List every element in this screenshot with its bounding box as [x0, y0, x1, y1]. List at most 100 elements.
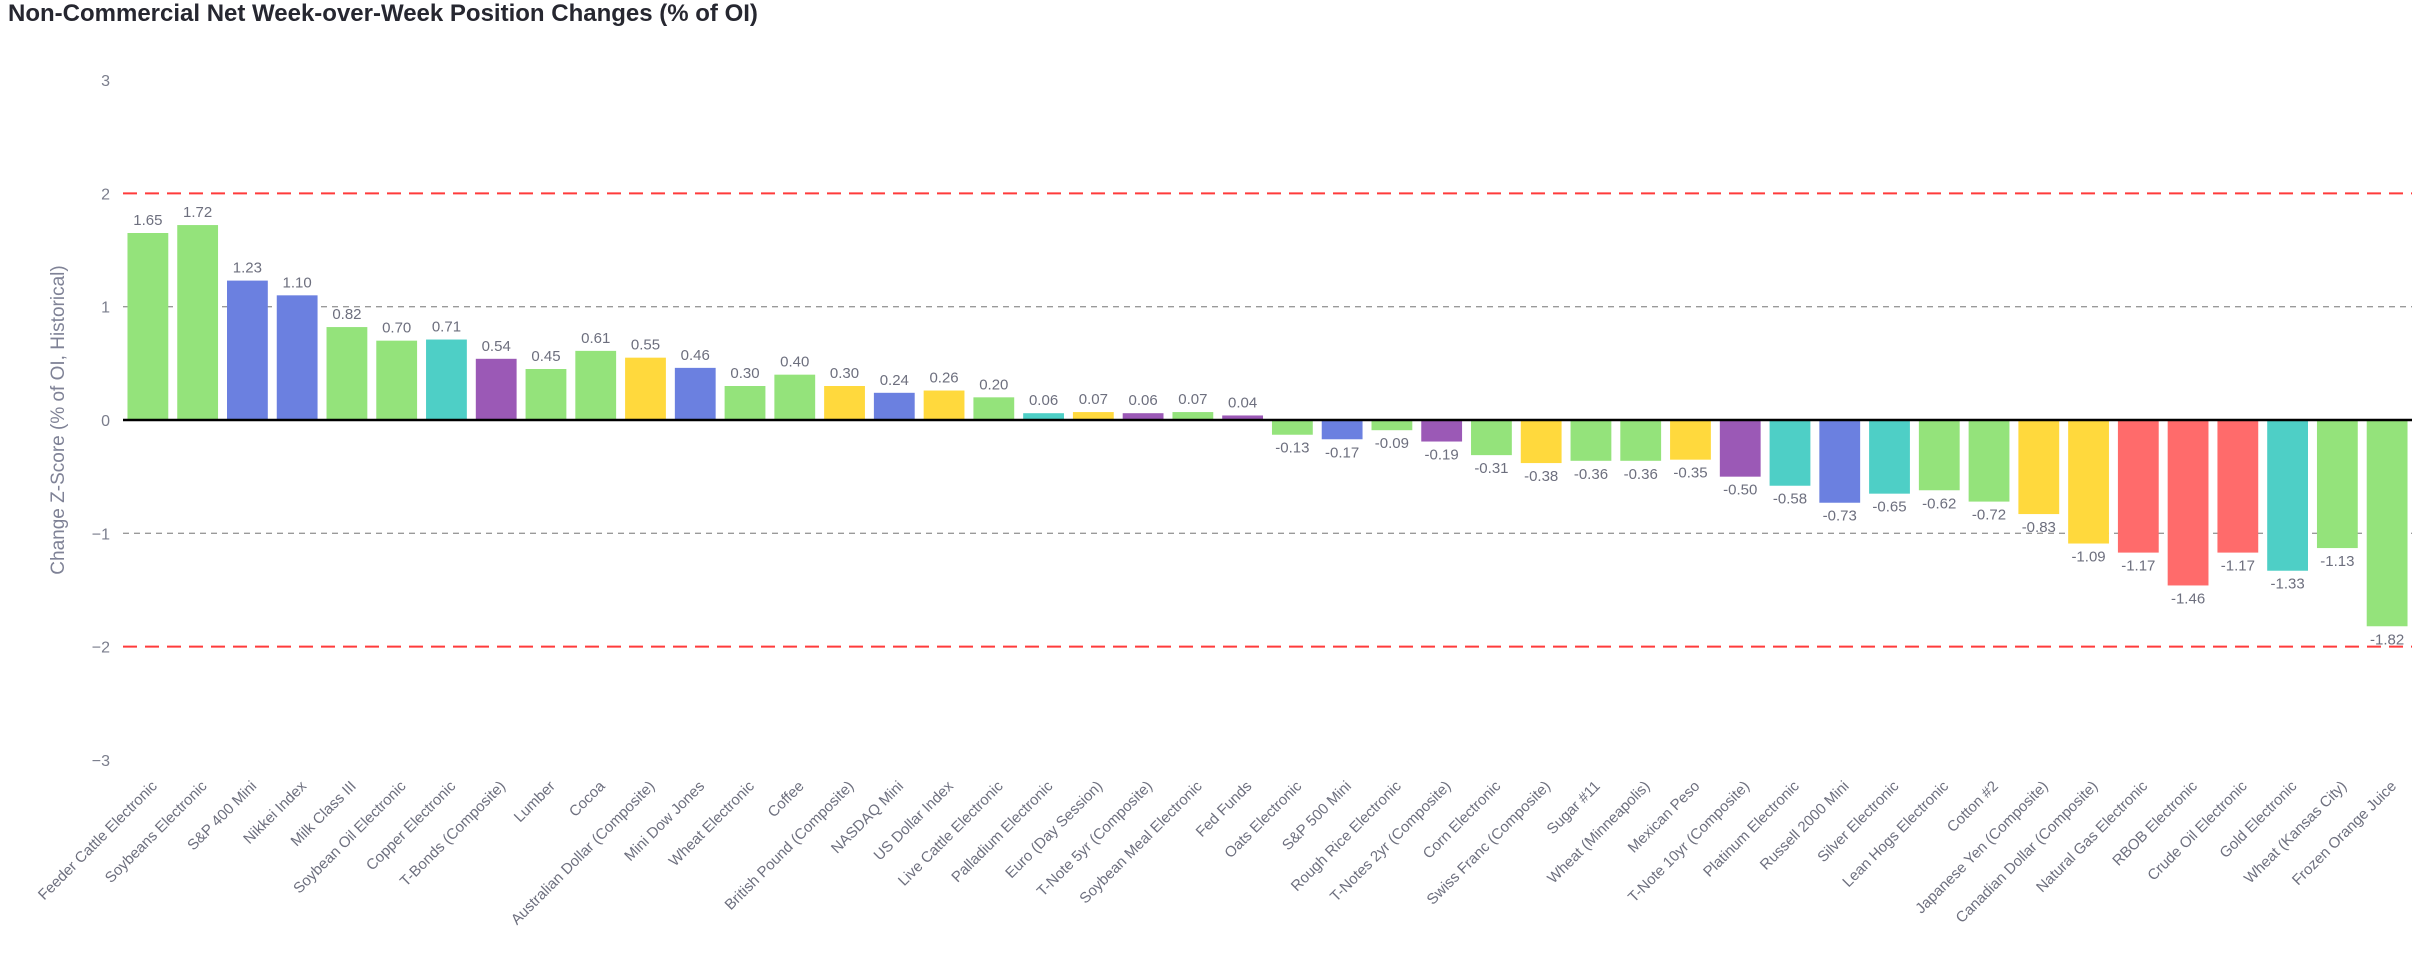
- y-tick-label: 2: [101, 186, 110, 203]
- data-label: 0.26: [929, 370, 958, 387]
- bar[interactable]: [1869, 420, 1910, 494]
- bar[interactable]: [1371, 420, 1413, 431]
- data-label: 0.07: [1178, 391, 1207, 408]
- data-label: -1.13: [2320, 553, 2354, 570]
- bar[interactable]: [177, 225, 219, 420]
- bar[interactable]: [1520, 420, 1562, 464]
- bar[interactable]: [1023, 413, 1064, 420]
- bar[interactable]: [127, 233, 169, 420]
- bar[interactable]: [2167, 420, 2209, 586]
- bar[interactable]: [1172, 412, 1214, 420]
- bar[interactable]: [1769, 420, 1811, 486]
- data-label: 0.04: [1228, 394, 1257, 411]
- y-axis-label: Change Z-Score (% of OI, Historical): [48, 265, 69, 574]
- x-tick-label: Cocoa: [566, 777, 609, 820]
- bar[interactable]: [1620, 420, 1662, 461]
- bar[interactable]: [2316, 420, 2358, 549]
- bar[interactable]: [923, 390, 965, 420]
- bar[interactable]: [2018, 420, 2060, 515]
- bar[interactable]: [1570, 420, 1612, 461]
- bar[interactable]: [1271, 420, 1313, 435]
- data-label: 0.06: [1029, 392, 1058, 409]
- data-label: 0.55: [631, 337, 660, 354]
- y-tick-label: 1: [101, 300, 110, 317]
- bar[interactable]: [1321, 420, 1363, 440]
- bar[interactable]: [973, 397, 1015, 420]
- data-label: -0.50: [1723, 482, 1757, 499]
- data-label: -0.36: [1574, 466, 1608, 483]
- data-label: -1.17: [2221, 558, 2255, 575]
- bar[interactable]: [326, 327, 368, 420]
- bar[interactable]: [1819, 420, 1861, 503]
- data-label: 0.70: [382, 320, 411, 337]
- data-label: -1.09: [2071, 549, 2105, 566]
- bar[interactable]: [824, 386, 865, 420]
- bar[interactable]: [1471, 420, 1512, 456]
- y-axis: 3 2 1 0 −1 −2 −3 Change Z-Score (% of OI, Histo…: [48, 73, 110, 770]
- data-label: 0.30: [830, 365, 859, 382]
- x-tick-label: Wheat Electronic: [666, 777, 759, 870]
- data-label: 0.24: [880, 372, 909, 389]
- data-label: -1.46: [2171, 590, 2205, 607]
- bar[interactable]: [276, 295, 318, 420]
- x-tick-label: RBOB Electronic: [2109, 777, 2201, 869]
- bar[interactable]: [1421, 420, 1463, 442]
- data-label: -0.31: [1474, 460, 1508, 477]
- data-label: 0.07: [1079, 391, 1108, 408]
- bar[interactable]: [426, 339, 467, 420]
- data-label: 1.23: [233, 260, 262, 277]
- data-label: -0.13: [1275, 440, 1309, 457]
- x-tick-label: Platinum Electronic: [1700, 777, 1803, 880]
- bar[interactable]: [674, 367, 716, 420]
- bar[interactable]: [1072, 412, 1114, 420]
- x-tick-label: Russell 2000 Mini: [1757, 778, 1853, 874]
- data-label: 0.40: [780, 354, 809, 371]
- bar[interactable]: [1719, 420, 1761, 477]
- bar[interactable]: [1918, 420, 1960, 491]
- y-tick-label: 0: [101, 413, 110, 430]
- data-label: 0.54: [482, 338, 511, 355]
- data-label: -0.72: [1972, 507, 2006, 524]
- bar[interactable]: [1670, 420, 1711, 460]
- y-tick-label: 3: [101, 73, 110, 90]
- data-label: -0.58: [1773, 491, 1807, 508]
- bar[interactable]: [1122, 413, 1164, 420]
- y-tick-label: −1: [92, 526, 110, 543]
- data-label: 0.61: [581, 330, 610, 347]
- bar[interactable]: [2068, 420, 2109, 544]
- data-label: -1.17: [2121, 558, 2155, 575]
- y-tick-label: −2: [92, 640, 110, 657]
- data-labels: 1.65 1.72 1.23 1.10 0.82 0.70 0.71 0.54 0.45 0.61…: [133, 204, 2404, 648]
- bars: [127, 225, 2408, 627]
- data-label: 0.46: [681, 347, 710, 364]
- data-label: -0.36: [1624, 466, 1658, 483]
- bar[interactable]: [625, 357, 666, 420]
- data-label: 0.71: [432, 319, 461, 336]
- bar[interactable]: [2217, 420, 2259, 553]
- bar[interactable]: [774, 374, 816, 420]
- data-label: 1.10: [283, 274, 312, 291]
- bar[interactable]: [2267, 420, 2308, 571]
- data-label: -1.33: [2270, 576, 2304, 593]
- bar[interactable]: [376, 340, 418, 420]
- bar[interactable]: [724, 386, 766, 420]
- bar[interactable]: [1968, 420, 2010, 502]
- chart-title: Non-Commercial Net Week-over-Week Positi…: [8, 0, 758, 27]
- bar[interactable]: [2366, 420, 2408, 627]
- x-tick-label: Copper Electronic: [363, 777, 460, 874]
- bar[interactable]: [227, 280, 268, 420]
- data-label: 0.30: [730, 365, 759, 382]
- data-label: -0.65: [1872, 499, 1906, 516]
- data-label: 1.72: [183, 204, 212, 221]
- data-label: -0.35: [1673, 465, 1707, 482]
- bar[interactable]: [575, 350, 617, 420]
- x-tick-label: Coffee: [765, 778, 808, 821]
- bar[interactable]: [525, 369, 567, 420]
- bar[interactable]: [2117, 420, 2159, 553]
- bar[interactable]: [873, 392, 915, 420]
- bar[interactable]: [1222, 415, 1264, 420]
- data-label: -0.83: [2022, 519, 2056, 536]
- bar[interactable]: [475, 358, 517, 420]
